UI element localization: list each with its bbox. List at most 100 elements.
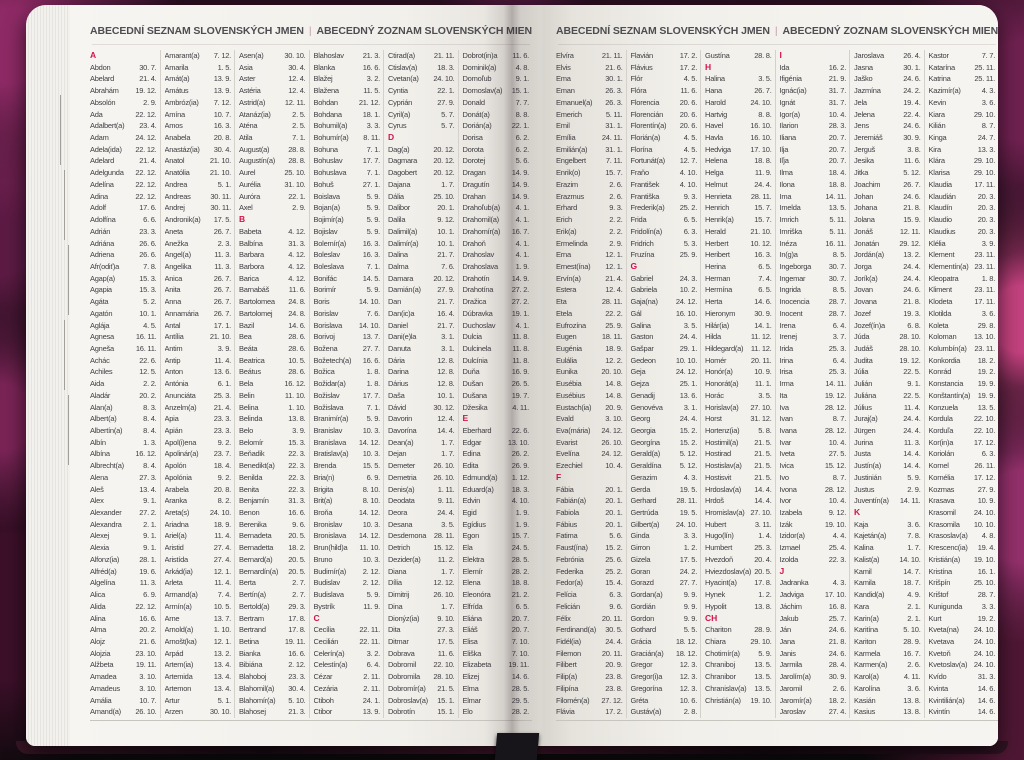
name-entry: Krasomila 10. 10. (929, 519, 996, 531)
given-name: Filipína (556, 683, 579, 693)
name-entry: Božetech(a) 16. 6. (314, 355, 381, 367)
given-name: Karitína (854, 625, 878, 635)
given-name: Gustína (705, 51, 730, 60)
given-name: Joachim (854, 179, 881, 189)
name-day-date: 24. 4. (754, 179, 772, 189)
given-name: Heribert (705, 250, 730, 260)
name-entry: Benilda 22. 3. (239, 472, 306, 484)
given-name: Alfonz(ia) (90, 554, 120, 564)
name-day-date: 8. 4. (143, 414, 157, 424)
name-day-date: 29. 3. (288, 601, 306, 611)
name-entry: Florentín(a) 20. 6. (631, 120, 698, 132)
name-entry: Fábia 20. 1. (556, 484, 623, 496)
given-name: Bertrand (239, 625, 266, 635)
name-entry: Kvetoň 24. 10. (929, 648, 996, 660)
name-entry: Flavián 17. 2. (631, 50, 698, 62)
given-name: Ivona (779, 484, 797, 494)
name-entry: Damián(a) 27. 9. (388, 284, 455, 296)
given-name: Kvído (928, 672, 947, 682)
name-day-date: 21. 10. (209, 332, 231, 342)
name-day-date: 11. 3. (903, 437, 921, 447)
given-name: Dagobert (388, 168, 417, 178)
given-name: Ivor (779, 496, 792, 506)
name-day-date: 12. 1. (605, 261, 623, 271)
given-name: Dušana (462, 390, 488, 400)
given-name: Beátus (239, 367, 261, 377)
given-name: Harold (705, 97, 726, 107)
given-name: Davorin (388, 414, 413, 424)
name-entry: Bojan(a) 5. 9. (314, 202, 381, 214)
name-entry: Koloman 13. 10. (929, 331, 996, 343)
given-name: Eliška (462, 648, 482, 658)
name-day-date: 12. 8. (437, 379, 455, 389)
given-name: Koriolán (928, 449, 955, 459)
given-name: Eduard(a) (462, 484, 494, 494)
name-entry: Jakub 25. 7. (780, 613, 847, 625)
given-name: Alan(a) (90, 402, 113, 412)
name-entry: Albína 16. 12. (90, 448, 157, 460)
name-entry: Elemír 28. 2. (463, 566, 530, 578)
name-day-date: 23. 8. (605, 683, 623, 693)
name-entry: Cyntia 22. 1. (388, 85, 455, 97)
given-name: Dília (388, 578, 402, 588)
name-entry: Gabriela 10. 2. (631, 284, 698, 296)
name-day-date: 25. 3. (754, 543, 772, 553)
name-day-date: 1. 7. (907, 543, 921, 553)
name-entry: Bernadeta 20. 5. (239, 530, 306, 542)
name-column: A Abdon 30. 7. Abelard 21. 4. Abrahám 19. 12. A… (90, 50, 160, 718)
given-name: Hieronym (705, 308, 736, 318)
name-day-date: 14. 6. (977, 683, 996, 693)
name-entry: Anatol 21. 10. (165, 155, 232, 167)
name-entry: Ilarion 28. 3. (780, 120, 847, 132)
given-name: Henrieta (705, 191, 732, 201)
name-entry: Dezider(a) 11. 2. (388, 554, 455, 566)
name-day-date: 21. 12. (358, 97, 380, 107)
given-name: Jürgen (854, 426, 876, 435)
given-name: Imelda (779, 203, 801, 213)
name-day-date: 7. 12. (213, 51, 232, 60)
given-name: Bertold(a) (239, 601, 270, 611)
name-entry: Alexandra 2. 1. (90, 519, 157, 531)
name-entry: Jozef(ín)a 6. 8. (854, 320, 921, 332)
given-name: Gejza (630, 379, 650, 389)
given-name: Erhard (556, 203, 578, 213)
name-day-date: 5. 1. (217, 179, 232, 189)
name-day-date: 2. 3. (217, 238, 232, 248)
given-name: Horislav(a) (705, 402, 739, 412)
name-day-date: 2. 11. (363, 672, 380, 682)
name-day-date: 3. 11. (754, 519, 772, 529)
given-name: Hromislav(a) (705, 508, 745, 518)
name-entry: Alfonz(ia) 28. 1. (90, 554, 157, 566)
name-day-date: 27. 4. (213, 554, 232, 564)
given-name: Gregorína (630, 683, 663, 693)
name-entry: Cezária 2. 11. (314, 683, 381, 695)
name-day-date: 13. 10. (973, 332, 996, 342)
given-name: Emília (556, 133, 576, 143)
name-entry: Gerazim 4. 3. (631, 472, 698, 484)
given-name: Boris (313, 297, 330, 307)
given-name: Gilbert(a) (630, 519, 660, 529)
name-entry: Gizela 17. 5. (631, 554, 698, 566)
name-entry: Dean(a) 1. 7. (388, 437, 455, 449)
given-name: Alžbeta (90, 660, 114, 670)
name-entry: Betina 19. 11. (239, 636, 306, 648)
given-name: Dulcia (462, 332, 483, 342)
given-name: Boleslava (313, 261, 345, 271)
given-name: Ján (779, 625, 792, 635)
name-entry: Adela(ida) 22. 12. (90, 144, 157, 156)
name-day-date: 2. 12. (362, 578, 381, 588)
name-entry: Jürgen 24. 4. (854, 425, 921, 437)
name-entry: Dalila 9. 12. (388, 214, 455, 226)
given-name: Eunika (556, 367, 578, 377)
name-entry: Bianka 16. 6. (239, 648, 306, 660)
name-entry: Klélia 3. 9. (929, 238, 996, 250)
name-entry: Bazil 14. 6. (239, 320, 306, 332)
given-name: Beňadik (239, 449, 265, 459)
name-entry: Demeter 26. 10. (388, 460, 455, 472)
name-day-date: 23. 11. (974, 250, 996, 260)
given-name: Domoľub (462, 74, 492, 84)
name-entry: Jela 19. 4. (854, 97, 921, 109)
name-entry: Broňa 14. 12. (314, 507, 381, 519)
given-name: Kalist(a) (854, 554, 880, 564)
given-name: Karin(a) (854, 613, 879, 623)
